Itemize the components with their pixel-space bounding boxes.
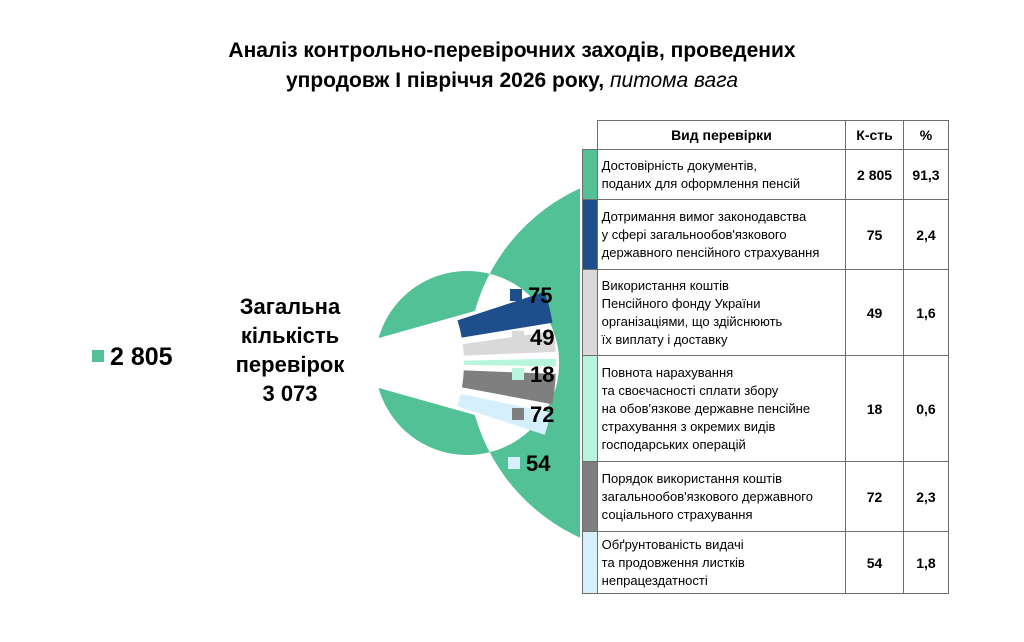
description-line: непрацездатності bbox=[601, 572, 708, 588]
row-percent: 1,6 bbox=[902, 269, 950, 356]
slice-1 bbox=[457, 291, 553, 338]
description-line: Обґрунтованість видачі bbox=[601, 536, 744, 552]
description-line: Використання коштів bbox=[601, 277, 729, 293]
data-label-4: 72 bbox=[512, 402, 554, 428]
description-line: та продовження листків bbox=[601, 554, 745, 570]
center-total: 3 073 bbox=[262, 381, 318, 406]
row-count: 72 bbox=[845, 461, 904, 532]
description-line: організаціями, що здійснюють bbox=[601, 313, 783, 329]
row-color-bar bbox=[582, 531, 598, 594]
slice-3 bbox=[463, 358, 556, 367]
center-line-3: перевірок bbox=[235, 352, 345, 377]
header-type: Вид перевірки bbox=[596, 120, 847, 150]
row-percent: 2,3 bbox=[902, 461, 950, 532]
description-line: загальнообов'язкового державного bbox=[601, 488, 813, 504]
row-description: Використання коштів Пенсійного фонду Укра… bbox=[596, 269, 847, 356]
title-line-1: Аналіз контрольно-перевірочних заходів, … bbox=[228, 39, 796, 62]
legend-swatch-5 bbox=[508, 457, 520, 470]
table-header-row: Вид перевірки К-сть % bbox=[582, 120, 950, 150]
description-line: страхування з окремих видів bbox=[601, 418, 776, 434]
data-label-5: 54 bbox=[508, 451, 550, 477]
data-label-3: 18 bbox=[512, 362, 554, 388]
description-line: поданих для оформлення пенсій bbox=[601, 175, 801, 191]
row-count: 2 805 bbox=[845, 149, 904, 200]
title-subtitle: питома вага bbox=[609, 69, 739, 92]
row-color-bar bbox=[582, 199, 598, 270]
description-line: Дотримання вимог законодавства bbox=[601, 208, 807, 224]
row-description: Обґрунтованість видачі та продовження лис… bbox=[596, 531, 847, 594]
center-line-2: кількість bbox=[240, 323, 340, 348]
header-pct: % bbox=[902, 120, 950, 150]
slice-2 bbox=[462, 331, 556, 356]
title-line-2: упродовж І півріччя 2026 року, bbox=[285, 69, 605, 92]
data-label-2: 49 bbox=[512, 325, 554, 351]
row-description: Повнота нарахування та своєчасності сплат… bbox=[596, 355, 847, 462]
row-percent: 1,8 bbox=[902, 531, 950, 594]
row-description: Достовірність документів, поданих для офо… bbox=[596, 149, 847, 200]
description-line: на обов'язкове державне пенсійне bbox=[601, 400, 811, 416]
table-row: Використання коштів Пенсійного фонду Укра… bbox=[582, 269, 950, 356]
description-line: їх виплату і доставку bbox=[601, 331, 728, 347]
table-row: Повнота нарахування та своєчасності сплат… bbox=[582, 355, 950, 462]
description-line: Повнота нарахування bbox=[601, 364, 734, 380]
slice-4 bbox=[461, 370, 556, 405]
data-label-0: 2 805 bbox=[92, 343, 173, 372]
description-line: Порядок використання коштів bbox=[601, 470, 782, 486]
row-color-bar bbox=[582, 149, 598, 200]
row-percent: 2,4 bbox=[902, 199, 950, 270]
row-percent: 0,6 bbox=[902, 355, 950, 462]
row-description: Дотримання вимог законодавства у сфері за… bbox=[596, 199, 847, 270]
description-line: у сфері загальнообов'язкового bbox=[601, 226, 787, 242]
data-label-1: 75 bbox=[510, 283, 552, 309]
row-color-bar bbox=[582, 461, 598, 532]
description-line: соціального страхування bbox=[601, 506, 753, 522]
description-line: господарських операцій bbox=[601, 436, 746, 452]
legend-swatch-1 bbox=[510, 289, 522, 302]
description-line: та своєчасності сплати збору bbox=[601, 382, 779, 398]
donut-chart bbox=[378, 188, 580, 538]
legend-swatch-4 bbox=[512, 408, 524, 421]
row-count: 49 bbox=[845, 269, 904, 356]
legend-swatch-3 bbox=[512, 368, 524, 381]
header-count: К-сть bbox=[845, 120, 904, 150]
table-row: Обґрунтованість видачі та продовження лис… bbox=[582, 531, 950, 594]
header-spacer bbox=[582, 120, 598, 150]
slice-0 bbox=[378, 188, 580, 538]
description-line: державного пенсійного страхування bbox=[601, 244, 820, 260]
row-color-bar bbox=[582, 355, 598, 462]
description-line: Пенсійного фонду України bbox=[601, 295, 761, 311]
row-color-bar bbox=[582, 269, 598, 356]
table-row: Порядок використання коштів загальнообов'… bbox=[582, 461, 950, 532]
table-row: Дотримання вимог законодавства у сфері за… bbox=[582, 199, 950, 270]
legend-swatch-0 bbox=[92, 350, 104, 363]
chart-title: Аналіз контрольно-перевірочних заходів, … bbox=[0, 36, 1024, 96]
center-line-1: Загальна bbox=[239, 294, 341, 319]
row-description: Порядок використання коштів загальнообов'… bbox=[596, 461, 847, 532]
row-count: 54 bbox=[845, 531, 904, 594]
row-count: 75 bbox=[845, 199, 904, 270]
donut-center-label: Загальна кількість перевірок 3 073 bbox=[210, 292, 370, 408]
row-count: 18 bbox=[845, 355, 904, 462]
slice-5 bbox=[457, 393, 551, 435]
data-table: Вид перевірки К-сть % Достовірність доку… bbox=[582, 120, 950, 594]
legend-swatch-2 bbox=[512, 331, 524, 344]
table-row: Достовірність документів, поданих для офо… bbox=[582, 149, 950, 200]
row-percent: 91,3 bbox=[902, 149, 950, 200]
description-line: Достовірність документів, bbox=[601, 157, 758, 173]
